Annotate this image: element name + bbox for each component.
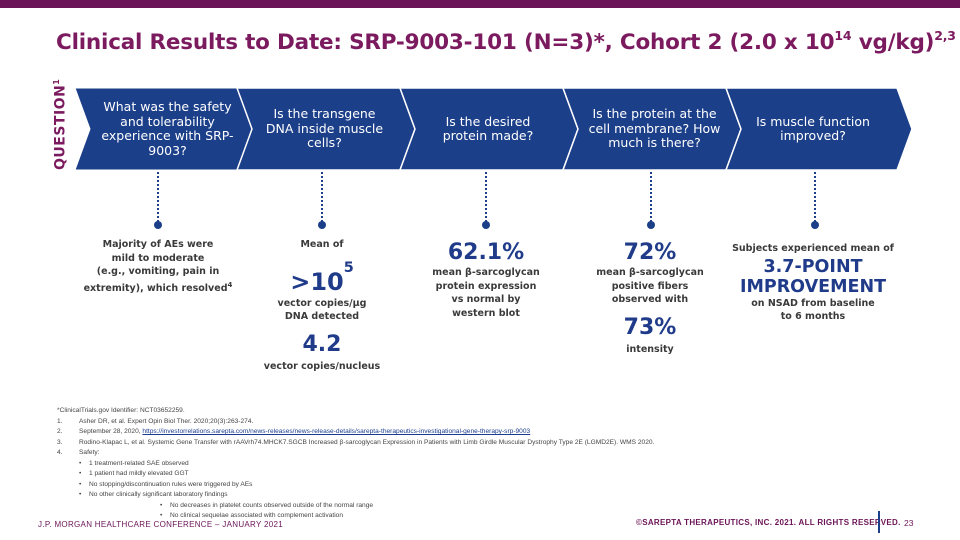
result-protein-line: vs normal by [451, 294, 521, 305]
footnote-star: *ClinicalTrials.gov Identifier: NCT03652… [57, 407, 185, 414]
result-membrane-line: intensity [626, 343, 674, 355]
footer-divider [878, 511, 880, 533]
connector-dot-3 [482, 221, 490, 229]
chevron-4 [562, 88, 742, 170]
question-side-label: QUESTION1 [52, 78, 69, 170]
result-transgene: Mean of >105 vector copies/µg DNA detect… [252, 238, 392, 373]
result-membrane-line: positive fibers [611, 280, 689, 292]
result-safety-line: Majority of AEs were [102, 239, 214, 250]
safety-bullet: 1 patient had mildly elevated GGT [57, 469, 757, 480]
connector-line-1 [157, 172, 159, 222]
question-5: Is muscle function improved? [756, 113, 870, 143]
chevron-1 [75, 88, 253, 170]
question-4: Is the protein at the cell membrane? How… [588, 106, 721, 151]
result-transgene-line: DNA detected [284, 311, 360, 322]
connector-line-4 [650, 172, 652, 222]
connector-dot-1 [154, 221, 162, 229]
result-function-big: 3.7-POINT [763, 256, 863, 277]
safety-bullet: No other clinically significant laborato… [57, 490, 757, 501]
page-title: Clinical Results to Date: SRP-9003-101 (… [56, 28, 956, 55]
result-protein-line: western blot [452, 307, 520, 319]
result-transgene-pre: Mean of [300, 239, 344, 250]
result-function-line: to 6 months [780, 311, 846, 322]
safety-bullet: 1 treatment-related SAE observed [57, 459, 757, 470]
footer-copyright: ©SAREPTA THERAPEUTICS, INC. 2021. ALL RI… [636, 518, 901, 527]
result-safety: Majority of AEs were mild to moderate (e… [82, 238, 234, 295]
footnotes: *ClinicalTrials.gov Identifier: NCT03652… [57, 406, 757, 522]
result-membrane-line: mean β-sarcoglycan [596, 267, 704, 278]
safety-sub-bullet: No decreases in platelet counts observed… [57, 501, 757, 512]
result-protein-line: protein expression [435, 280, 537, 292]
question-2: Is the transgene DNA inside muscle cells… [265, 106, 384, 151]
safety-sub-bullet: No clinical sequelae associated with com… [57, 511, 757, 522]
chevron-5 [725, 88, 913, 170]
connector-dot-2 [318, 221, 326, 229]
result-transgene-line: vector copies/µg [277, 297, 367, 309]
result-protein: 62.1% mean β-sarcoglycan protein express… [420, 240, 552, 320]
footnote-item: 2. September 28, 2020, https://investorre… [57, 428, 531, 435]
top-accent-bar [0, 0, 960, 8]
result-function-pre: Subjects experienced mean of [732, 243, 894, 254]
safety-bullet: No stopping/discontinuation rules were t… [57, 480, 757, 491]
result-transgene-big: >105 [290, 259, 354, 296]
footnote-item: 1. Asher DR, et al. Expert Opin Biol Ther… [57, 417, 254, 425]
result-protein-big: 62.1% [447, 240, 525, 265]
result-function-line: on NSAD from baseline [751, 297, 875, 309]
chevron-2 [236, 88, 416, 170]
question-1: What was the safety and tolerability exp… [101, 99, 234, 158]
connector-dot-4 [647, 221, 655, 229]
connector-line-2 [321, 172, 323, 222]
result-membrane-big2: 73% [623, 314, 677, 340]
question-chevron-row [75, 88, 913, 170]
result-transgene-big2: 4.2 [302, 331, 342, 357]
result-safety-line: mild to moderate [111, 252, 205, 264]
page-number: 23 [904, 518, 914, 528]
connector-line-3 [485, 172, 487, 222]
result-function: Subjects experienced mean of 3.7-POINT I… [730, 242, 896, 324]
connector-line-5 [814, 172, 816, 222]
footnote-item: 4. Safety: [57, 449, 100, 456]
result-safety-line: (e.g., vomiting, pain in [96, 266, 220, 277]
connector-dot-5 [811, 221, 819, 229]
chevron-3 [399, 88, 579, 170]
press-release-link[interactable]: https://investorrelations.sarepta.com/ne… [142, 428, 531, 435]
footer-conference: J.P. MORGAN HEALTHCARE CONFERENCE – JANU… [38, 520, 283, 529]
question-3: Is the desired protein made? [442, 113, 534, 143]
result-membrane: 72% mean β-sarcoglycan positive fibers o… [584, 240, 716, 356]
result-safety-line: extremity), which resolved4 [83, 280, 233, 294]
result-membrane-line: observed with [611, 294, 689, 305]
result-function-big: IMPROVEMENT [739, 276, 887, 297]
result-transgene-line: vector copies/nucleus [263, 360, 381, 372]
footnote-item: 3. Rodino-Klapac L, et al. Systemic Gene … [57, 438, 655, 446]
result-protein-line: mean β-sarcoglycan [432, 267, 540, 278]
result-membrane-big: 72% [623, 240, 677, 265]
